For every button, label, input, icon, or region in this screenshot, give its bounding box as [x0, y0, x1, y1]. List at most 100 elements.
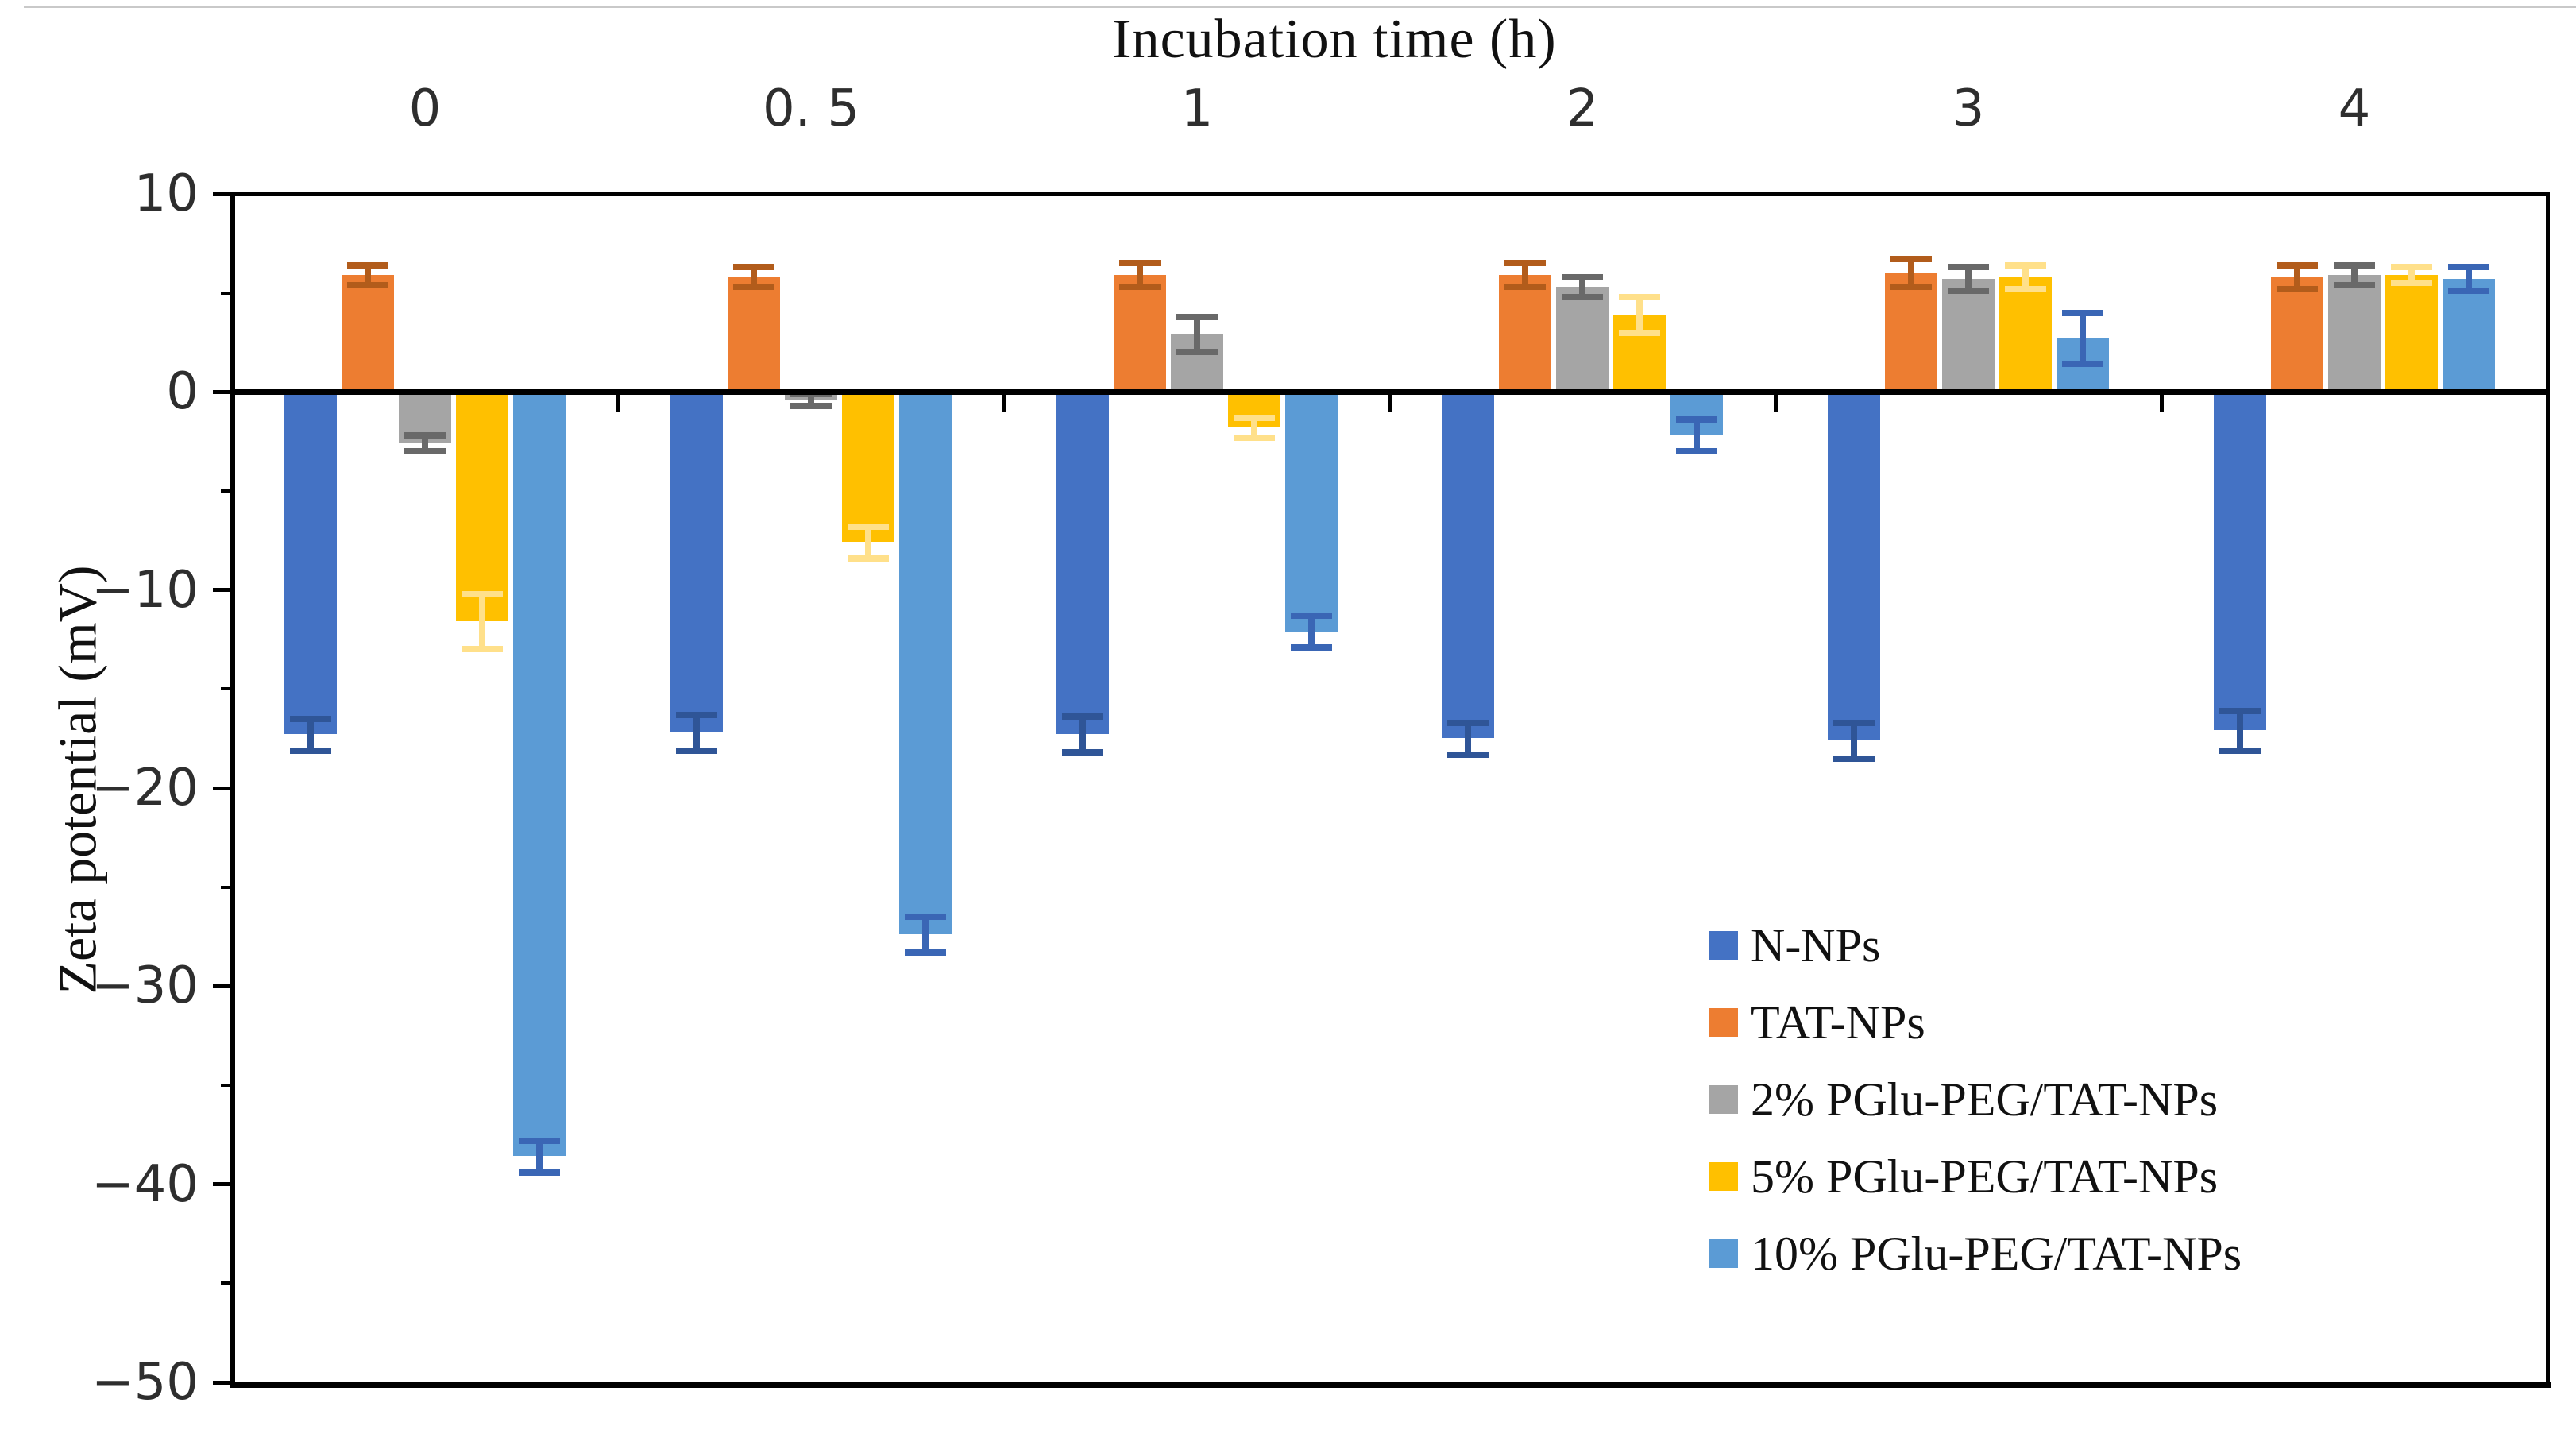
y-major-tick: [213, 588, 232, 592]
x-axis-bottom-line: [230, 1382, 2551, 1388]
error-bar-whisker: [1636, 297, 1643, 333]
bar-2-PGlu-PEG-TAT-NPs-t4: [2328, 275, 2381, 392]
error-bar-cap: [1176, 314, 1218, 320]
error-bar-whisker: [1079, 717, 1086, 752]
error-bar-cap: [1833, 720, 1875, 726]
x-tick-label: 0: [408, 79, 442, 138]
y-major-tick: [213, 192, 232, 196]
error-bar-cap: [2334, 262, 2375, 269]
error-bar-whisker: [922, 917, 929, 953]
error-bar-cap: [790, 403, 832, 409]
x-boundary-tick: [1774, 392, 1778, 412]
error-bar-cap: [1504, 260, 1546, 266]
y-major-tick: [213, 1381, 232, 1385]
legend-item: 5% PGlu-PEG/TAT-NPs: [1709, 1148, 2504, 1205]
error-bar-whisker: [479, 594, 485, 650]
y-minor-tick: [221, 687, 232, 690]
bar-TAT-NPs-t2: [1499, 275, 1551, 392]
bar-N-NPs-t0.5: [670, 392, 723, 732]
error-bar-cap: [1176, 349, 1218, 355]
error-bar-cap: [347, 282, 388, 288]
error-bar-whisker: [1194, 317, 1200, 353]
error-bar-cap: [676, 748, 717, 754]
error-bar-cap: [1291, 644, 1332, 651]
error-bar-cap: [1619, 294, 1660, 300]
y-tick-label: −20: [91, 759, 199, 817]
error-bar-cap: [733, 284, 774, 290]
error-bar-cap: [848, 524, 889, 530]
error-bar-whisker: [2351, 265, 2358, 285]
x-tick-label: 1: [1180, 79, 1214, 138]
error-bar-whisker: [1308, 616, 1315, 647]
x-tick-label: 0. 5: [762, 79, 860, 138]
error-bar-cap: [2448, 288, 2489, 294]
error-bar-cap: [1447, 752, 1489, 758]
legend-swatch: [1709, 931, 1738, 960]
error-bar-cap: [1062, 713, 1103, 720]
error-bar-cap: [462, 591, 503, 597]
error-bar-cap: [404, 432, 446, 439]
bar-5-PGlu-PEG-TAT-NPs-t3: [1999, 277, 2052, 392]
y-tick-label: −10: [91, 561, 199, 620]
error-bar-whisker: [2022, 265, 2029, 289]
legend-label: 10% PGlu-PEG/TAT-NPs: [1751, 1227, 2242, 1280]
x-boundary-tick: [1002, 392, 1006, 412]
x-boundary-tick: [1388, 392, 1392, 412]
bar-N-NPs-t4: [2214, 392, 2266, 730]
x-boundary-tick: [616, 392, 620, 412]
bar-10-PGlu-PEG-TAT-NPs-t4: [2443, 279, 2495, 392]
error-bar-cap: [1619, 330, 1660, 336]
error-bar-whisker: [1251, 418, 1257, 438]
y-minor-tick: [221, 489, 232, 493]
error-bar-whisker: [1137, 263, 1143, 287]
error-bar-cap: [2062, 361, 2103, 367]
error-bar-cap: [462, 646, 503, 652]
legend-label: TAT-NPs: [1751, 996, 1925, 1049]
error-bar-whisker: [865, 527, 871, 558]
legend-swatch: [1709, 1239, 1738, 1268]
bar-5-PGlu-PEG-TAT-NPs-t0: [456, 392, 508, 621]
error-bar-cap: [347, 262, 388, 269]
error-bar-whisker: [2237, 711, 2243, 751]
error-bar-whisker: [2080, 313, 2086, 365]
legend-item: 10% PGlu-PEG/TAT-NPs: [1709, 1225, 2504, 1282]
error-bar-whisker: [307, 719, 314, 751]
error-bar-cap: [1562, 294, 1603, 300]
error-bar-cap: [1504, 284, 1546, 290]
x-tick-label: 2: [1566, 79, 1599, 138]
legend-swatch: [1709, 1162, 1738, 1191]
error-bar-cap: [1676, 416, 1717, 423]
y-tick-label: 0: [166, 362, 199, 421]
error-bar-cap: [519, 1169, 560, 1176]
error-bar-whisker: [808, 394, 814, 406]
bar-N-NPs-t2: [1442, 392, 1494, 738]
bar-N-NPs-t3: [1828, 392, 1880, 740]
error-bar-cap: [1234, 415, 1275, 421]
error-bar-cap: [1234, 435, 1275, 441]
error-bar-cap: [1119, 284, 1161, 290]
bar-5-PGlu-PEG-TAT-NPs-t4: [2385, 275, 2438, 392]
bar-TAT-NPs-t0.5: [728, 277, 780, 392]
error-bar-whisker: [1522, 263, 1528, 287]
error-bar-whisker: [2466, 267, 2472, 291]
x-axis-title: Incubation time (h): [1112, 9, 1557, 70]
error-bar-cap: [1291, 613, 1332, 619]
bar-5-PGlu-PEG-TAT-NPs-t0.5: [842, 392, 894, 542]
bar-N-NPs-t0: [284, 392, 337, 734]
error-bar-cap: [1948, 264, 1989, 270]
error-bar-cap: [2448, 264, 2489, 270]
bar-2-PGlu-PEG-TAT-NPs-t3: [1942, 279, 1995, 392]
y-tick-label: −40: [91, 1155, 199, 1214]
error-bar-cap: [1890, 284, 1932, 290]
error-bar-cap: [2219, 708, 2261, 714]
error-bar-cap: [290, 716, 331, 722]
y-major-tick: [213, 984, 232, 988]
y-minor-tick: [221, 1281, 232, 1285]
error-bar-whisker: [751, 267, 757, 287]
error-bar-cap: [905, 914, 946, 920]
x-tick-label: 3: [1952, 79, 1985, 138]
bar-TAT-NPs-t3: [1885, 273, 1937, 392]
error-bar-cap: [2277, 262, 2318, 269]
error-bar-cap: [1062, 749, 1103, 756]
error-bar-whisker: [1579, 277, 1585, 297]
